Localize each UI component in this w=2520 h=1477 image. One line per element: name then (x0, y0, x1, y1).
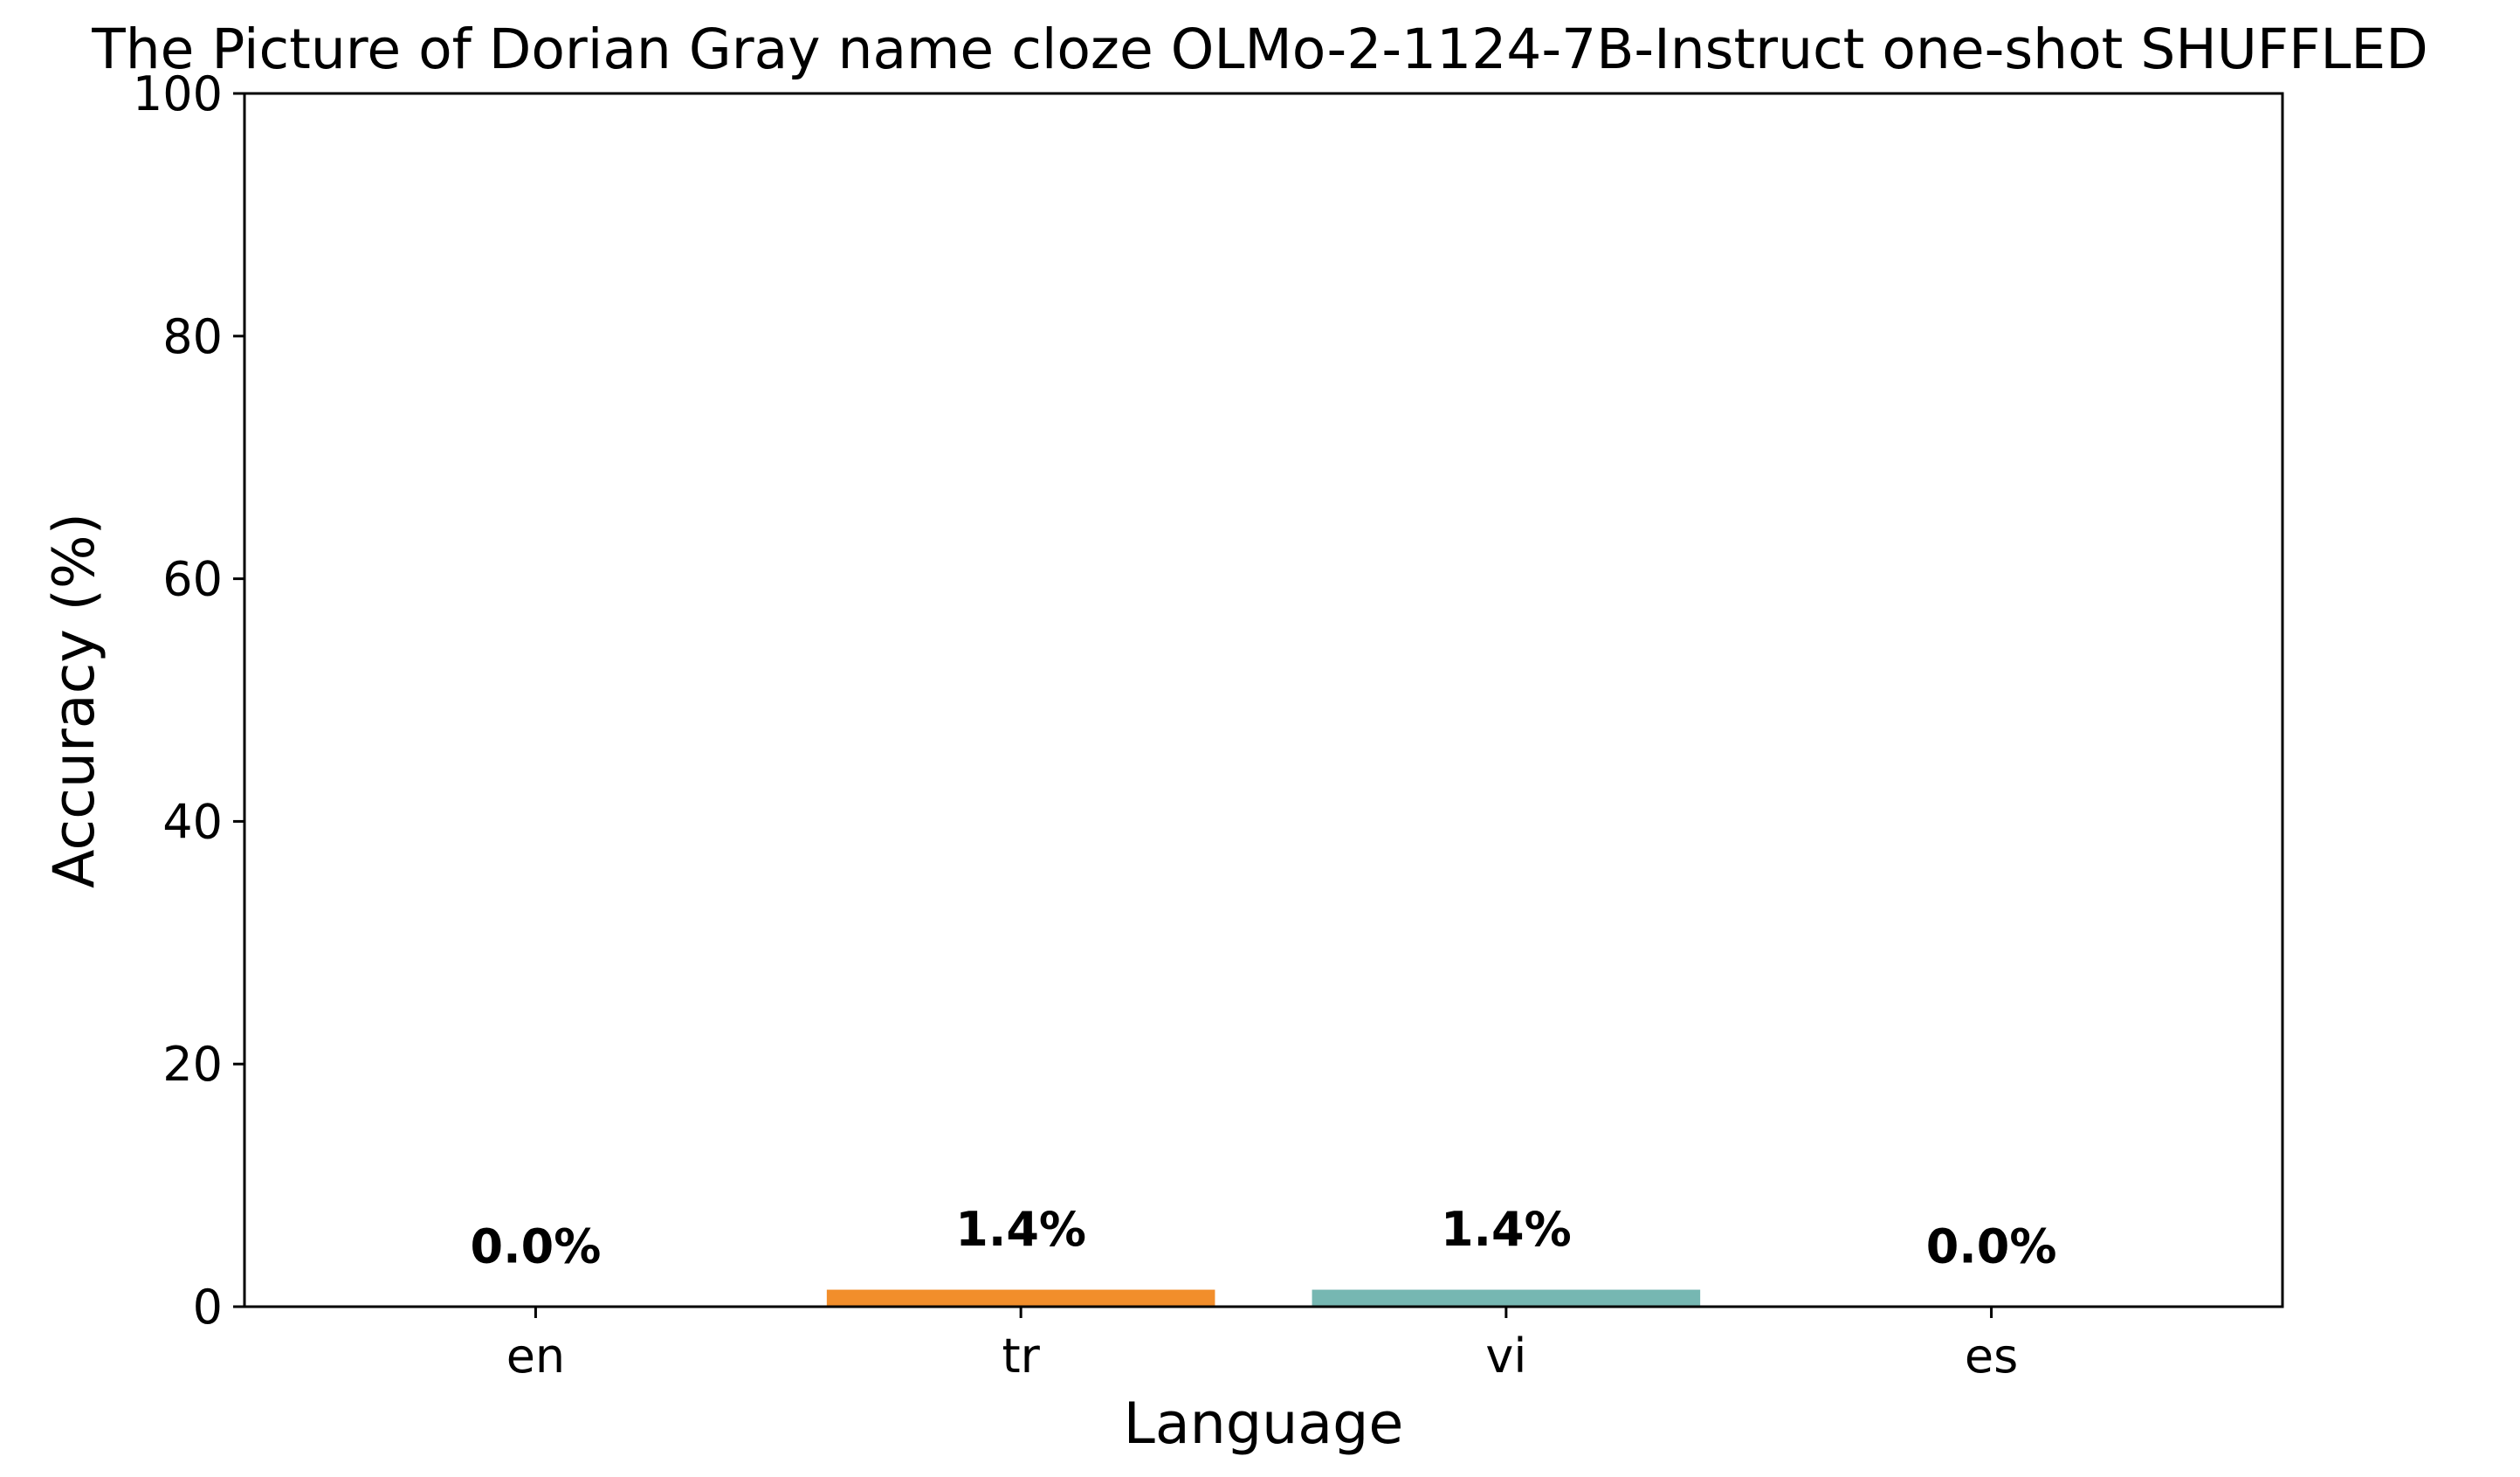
y-tick-label-0: 0 (193, 1280, 223, 1335)
y-axis: 0 20 40 60 80 100 (133, 66, 244, 1335)
x-axis-label: Language (1124, 1391, 1404, 1457)
bars-layer (826, 1289, 1701, 1307)
y-axis-label: Accuracy (%) (42, 513, 107, 888)
x-tick-label-en: en (506, 1329, 565, 1384)
y-tick-label-20: 20 (162, 1037, 223, 1092)
y-tick-label-80: 80 (162, 309, 223, 364)
chart-title: The Picture of Dorian Gray name cloze OL… (91, 17, 2428, 81)
data-label-tr: 1.4% (955, 1202, 1086, 1257)
data-labels-layer: 0.0% 1.4% 1.4% 0.0% (471, 1202, 2057, 1273)
x-tick-label-tr: tr (1002, 1329, 1040, 1384)
x-axis: en tr vi es (506, 1307, 2018, 1384)
x-tick-label-vi: vi (1485, 1329, 1526, 1384)
y-tick-label-40: 40 (162, 794, 223, 849)
data-label-vi: 1.4% (1441, 1202, 1572, 1257)
x-tick-label-es: es (1965, 1329, 2018, 1384)
data-label-en: 0.0% (471, 1219, 602, 1274)
y-tick-label-100: 100 (133, 66, 223, 121)
y-tick-label-60: 60 (162, 552, 223, 607)
data-label-es: 0.0% (1926, 1219, 2057, 1274)
bar-tr (826, 1289, 1215, 1307)
plot-area-frame (243, 92, 2284, 1308)
bar-vi (1312, 1289, 1701, 1307)
